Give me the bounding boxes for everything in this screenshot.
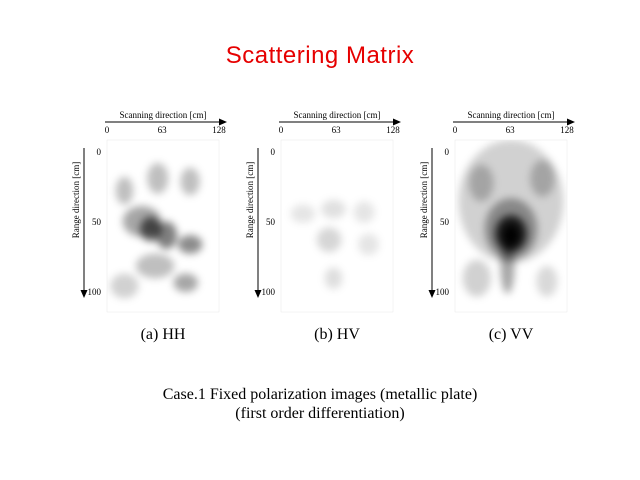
intensity-blob [147, 163, 169, 194]
panel-caption: (c) VV [488, 326, 534, 343]
y-arrow-head [254, 290, 262, 298]
y-tick-label: 100 [262, 287, 276, 297]
x-arrow-head [219, 118, 227, 126]
footer-line-2: (first order differentiation) [235, 405, 405, 422]
y-arrow-head [80, 290, 88, 298]
intensity-blob [324, 267, 343, 289]
intensity-blob [358, 233, 379, 256]
intensity-blob [321, 199, 346, 219]
x-arrow-head [567, 118, 575, 126]
intensity-blob [536, 265, 558, 297]
panel-caption: (a) HH [140, 326, 186, 343]
scatter-image-0: Scanning direction [cm] 0 63 128 Range direc… [71, 110, 227, 313]
intensity-blob [115, 176, 134, 205]
intensity-blob [469, 164, 494, 202]
intensity-blob [156, 221, 177, 250]
intensity-blob [135, 253, 175, 279]
plot-frame [280, 139, 394, 313]
intensity-blob [173, 273, 198, 293]
y-axis-label: Range direction [cm] [419, 162, 429, 238]
intensity-blob [500, 238, 515, 294]
page-title: Scattering Matrix [225, 42, 415, 69]
intensity-blob [180, 167, 200, 196]
y-axis-label: Range direction [cm] [71, 162, 81, 238]
intensity-blob [530, 159, 555, 197]
y-tick-label: 100 [88, 287, 102, 297]
intensity-blob [177, 235, 203, 254]
intensity-blob [353, 201, 375, 223]
footer-line-1: Case.1 Fixed polarization images (metall… [162, 386, 478, 403]
y-tick-label: 50 [92, 217, 102, 227]
intensity-blob [462, 259, 491, 297]
y-tick-label: 0 [97, 147, 102, 157]
y-tick-label: 0 [445, 147, 450, 157]
plot-frame [106, 139, 220, 313]
panel-0: Scanning direction [cm] 0 63 128 Range direc… [70, 100, 245, 343]
x-axis-label: Scanning direction [cm] [294, 110, 381, 120]
y-arrow-head [428, 290, 436, 298]
plot-frame [454, 139, 568, 313]
panel-1: Scanning direction [cm] 0 63 128 Range direc… [244, 100, 419, 343]
intensity-blob [290, 204, 316, 223]
intensity-blob [316, 227, 342, 253]
x-tick-label: 63 [158, 125, 168, 135]
intensity-blob [110, 273, 139, 299]
x-axis-label: Scanning direction [cm] [468, 110, 555, 120]
x-tick-label: 128 [560, 125, 574, 135]
x-tick-label: 0 [279, 125, 284, 135]
x-arrow-head [393, 118, 401, 126]
y-tick-label: 50 [266, 217, 276, 227]
x-axis-label: Scanning direction [cm] [120, 110, 207, 120]
x-tick-label: 0 [453, 125, 458, 135]
panel-caption: (b) HV [314, 326, 360, 343]
panel-2: Scanning direction [cm] 0 63 128 Range direc… [418, 100, 593, 343]
y-tick-label: 50 [440, 217, 450, 227]
x-tick-label: 63 [332, 125, 342, 135]
x-tick-label: 128 [386, 125, 400, 135]
x-tick-label: 0 [105, 125, 110, 135]
x-tick-label: 63 [506, 125, 516, 135]
y-tick-label: 100 [436, 287, 450, 297]
y-tick-label: 0 [271, 147, 276, 157]
x-tick-label: 128 [212, 125, 226, 135]
scatter-image-2: Scanning direction [cm] 0 63 128 Range direc… [419, 110, 575, 313]
y-axis-label: Range direction [cm] [245, 162, 255, 238]
scatter-image-1: Scanning direction [cm] 0 63 128 Range direc… [245, 110, 401, 313]
